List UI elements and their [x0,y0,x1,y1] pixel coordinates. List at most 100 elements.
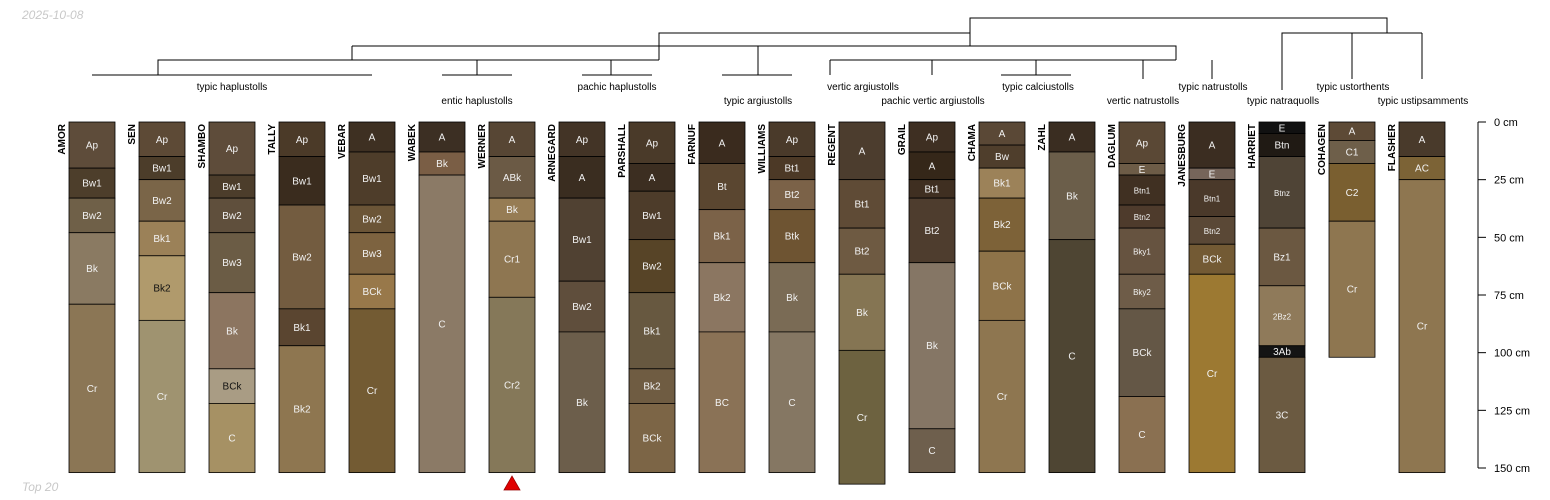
horizon-label: Bk2 [643,382,661,393]
horizon-label: Btnz [1274,189,1290,198]
profile-name: FLASHER [1387,123,1398,171]
horizon-label: Ap [156,135,169,146]
horizon-label: Cr [87,384,98,395]
horizon-label: Ap [1136,138,1149,149]
marked-profile-triangle [503,475,521,491]
horizon-rect [698,121,746,164]
profile-name: GRAIL [897,124,908,155]
dendro-link [157,46,353,75]
horizon-rect [1188,243,1236,275]
profile-name: ARNEGARD [547,124,558,182]
horizon-rect [698,163,746,211]
profiles: AMOR Ap Bw1 Bw2 Bk Cr SEN Ap Bw1 Bw2 Bk1 Bk2 Cr SHAMB… [57,121,1446,485]
dendro-link [758,45,1177,60]
profile-tally: TALLY Ap Bw1 Bw2 Bk1 Bk2 [267,121,326,474]
profile-name: TALLY [267,124,278,155]
horizon-label: AC [1415,164,1429,175]
horizon-label: Cr [857,413,868,424]
horizon-label: Bw1 [362,174,382,185]
horizon-label: Cr [1207,369,1218,380]
horizon-label: BCk [363,287,383,298]
horizon-label: Btk [785,232,800,243]
horizon-label: A [579,173,586,184]
horizon-rect [1118,174,1166,206]
horizon-label: Bt2 [784,190,799,201]
horizon-rect [208,368,256,404]
horizon-rect [1118,308,1166,397]
horizon-rect [1328,220,1376,358]
horizon-rect [278,345,326,474]
dendro-link [658,17,1388,46]
horizon-label: Cr [1347,285,1358,296]
horizon-label: Bk2 [993,220,1011,231]
date-label: 2025-10-08 [22,8,84,22]
horizon-rect [138,255,186,321]
horizon-label: Bk [1066,191,1079,202]
horizon-rect [558,156,606,199]
horizon-label: Bk [436,159,449,170]
profile-name: WERNER [477,123,488,168]
horizon-rect [1188,273,1236,474]
horizon-label: Bt [717,182,727,193]
horizon-rect [348,273,396,310]
horizon-rect [558,280,606,333]
horizon-label: BCk [1133,348,1153,359]
horizon-label: Bk [786,293,799,304]
taxon-group-label: typic ustorthents [1317,82,1390,93]
profile-cohagen: COHAGEN A C1 C2 Cr [1317,121,1376,358]
horizon-label: A [1209,141,1216,152]
horizon-label: A [509,135,516,146]
horizon-label: Ap [786,135,799,146]
horizon-label: BCk [1203,255,1223,266]
taxon-group-label: typic natraquolls [1247,96,1319,107]
horizon-label: Bk1 [643,326,661,337]
horizon-label: A [999,129,1006,140]
horizon-label: Bk2 [713,293,731,304]
taxon-group-label: entic haplustolls [441,96,512,107]
horizon-rect [1258,285,1306,347]
horizon-label: Bw2 [292,252,312,263]
taxon-group-label: typic ustipsamments [1378,96,1469,107]
horizon-label: A [719,138,726,149]
horizon-label: Bw2 [152,196,172,207]
horizon-rect [628,239,676,294]
taxon-group-labels: typic haplustolls entic haplustolls pachic… [197,82,1469,107]
horizon-label: C [1068,352,1075,363]
dendro-link [1351,32,1387,79]
horizon-rect [1258,227,1306,287]
horizon-rect [768,262,816,333]
profile-shambo: SHAMBO Ap Bw1 Bw2 Bw3 Bk BCk C [197,121,256,474]
horizon-rect [908,428,956,474]
horizon-label: Cr [1417,322,1428,333]
taxon-group-label: typic natrustolls [1179,82,1248,93]
horizon-rect [138,179,186,222]
horizon-rect [488,156,536,199]
profile-vebar: VEBAR A Bw1 Bw2 Bw3 BCk Cr [337,121,396,474]
horizon-label: Bk1 [293,323,311,334]
profile-name: SEN [127,124,138,145]
depth-tick-label: 150 cm [1494,463,1530,475]
horizon-label: Bt2 [854,247,869,258]
profile-name: FARNUF [687,124,698,165]
horizon-rect [138,220,186,257]
horizon-rect [628,190,676,241]
horizon-rect [208,232,256,294]
horizon-label: Bw1 [152,164,172,175]
profile-janesburg: JANESBURG A E Btn1 Btn2 BCk Cr [1177,121,1236,474]
horizon-rect [978,197,1026,252]
profile-farnuf: FARNUF A Bt Bk1 Bk2 BC [687,121,746,474]
horizon-rect [1118,396,1166,474]
horizon-rect [838,179,886,229]
horizon-rect [768,179,816,211]
horizon-label: A [1419,135,1426,146]
profile-name: WABEK [407,123,418,161]
horizon-label: E [1209,169,1216,180]
profile-grail: GRAIL Ap A Bt1 Bt2 Bk C [897,121,956,474]
horizon-label: Cr1 [504,255,521,266]
horizon-rect [558,331,606,474]
horizon-label: Bw2 [82,211,102,222]
horizon-label: Btn1 [1134,187,1151,196]
horizon-label: Bk [86,264,99,275]
horizon-rect [1188,179,1236,217]
